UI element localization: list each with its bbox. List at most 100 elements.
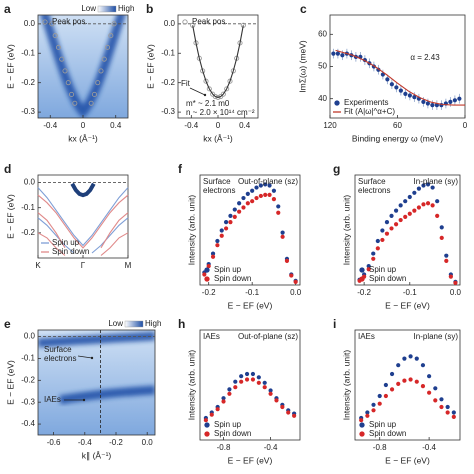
colorbar	[97, 5, 117, 13]
data-point	[420, 384, 426, 389]
data-point	[365, 410, 370, 415]
data-point	[239, 379, 244, 384]
series-line	[192, 25, 244, 98]
data-point	[284, 258, 290, 264]
data-point	[280, 234, 285, 239]
panel: e -0.6 -0.4 -0.2 0.0 -0.4 -0.3 -0.2 -0.1 0.0 k∥ (Å…	[4, 317, 161, 460]
annotation-arrow	[189, 87, 206, 96]
x-axis-label: E − EF (eV)	[228, 300, 273, 310]
data-point	[267, 192, 272, 198]
legend-swatch	[42, 19, 48, 25]
data-point	[445, 404, 450, 410]
data-point	[55, 44, 62, 50]
band-line	[70, 182, 96, 198]
data-point	[241, 205, 246, 210]
data-point	[108, 33, 114, 39]
data-point	[398, 88, 403, 93]
data-point	[394, 85, 399, 90]
data-point	[433, 386, 438, 391]
data-point	[375, 238, 380, 244]
data-point	[403, 91, 408, 96]
y-tick-label: 0.0	[24, 19, 36, 28]
panel-letter: g	[333, 162, 340, 176]
data-point	[389, 82, 394, 87]
colorbar-low: Low	[81, 4, 96, 13]
data-point	[250, 371, 256, 377]
legend-label: Peak pos.	[52, 17, 88, 26]
data-point	[439, 404, 444, 410]
data-point	[377, 401, 382, 406]
y-axis-label: Intensity (arb. unit)	[186, 350, 196, 421]
legend-swatch	[334, 100, 340, 106]
y-tick-label: -0.3	[21, 107, 35, 116]
data-point	[380, 228, 385, 233]
data-point	[403, 214, 408, 220]
data-point	[452, 98, 457, 103]
y-tick-label: 0.0	[24, 332, 36, 341]
data-point	[389, 387, 395, 392]
data-point	[425, 182, 431, 187]
data-point	[68, 91, 75, 98]
colorbar-high: High	[145, 319, 161, 328]
data-point	[384, 231, 390, 236]
x-tick-label: 60	[393, 121, 402, 130]
data-point	[209, 412, 214, 417]
data-point	[402, 356, 407, 361]
data-point	[262, 380, 267, 385]
data-point	[268, 388, 273, 393]
data-point	[227, 387, 232, 392]
legend-label: Spin up	[369, 265, 397, 274]
data-point	[293, 279, 298, 284]
legend-swatch	[204, 267, 210, 273]
data-point	[375, 246, 380, 251]
annotation: Fit	[181, 79, 191, 88]
data-point	[384, 220, 390, 225]
y-axis-label: ImΣ(ω) (meV)	[297, 40, 307, 93]
data-point	[398, 203, 403, 208]
data-point	[335, 51, 340, 56]
panel: b -0.4 0 0.4 -0.3 -0.2 -0.1 0.0 kx (Å⁻¹) E − EF (…	[145, 2, 259, 143]
data-point	[233, 385, 238, 390]
data-point	[403, 199, 408, 204]
data-point	[233, 379, 238, 384]
y-tick-label: -0.2	[21, 78, 35, 87]
plot-frame	[199, 174, 301, 286]
spectral-intensity	[40, 15, 126, 118]
data-point	[59, 56, 65, 62]
x-tick-label: M	[125, 261, 132, 270]
y-tick-label: -0.2	[21, 228, 35, 237]
data-point	[448, 99, 453, 105]
y-axis-label: Intensity (arb. unit)	[341, 350, 351, 421]
y-tick-label: 50	[318, 62, 327, 71]
data-point	[202, 272, 207, 277]
data-point	[280, 230, 285, 235]
data-point	[223, 226, 229, 231]
y-tick-label: -0.4	[21, 419, 35, 428]
data-point	[215, 94, 221, 100]
y-tick-label: -0.2	[21, 375, 35, 384]
data-point	[407, 194, 412, 200]
data-point	[412, 190, 417, 195]
data-point	[250, 188, 255, 193]
panel-letter: f	[178, 162, 183, 176]
arrow-head	[82, 398, 86, 402]
legend-label: Spin down	[369, 429, 406, 438]
legend-label: Spin down	[369, 274, 406, 283]
data-point	[389, 226, 394, 231]
data-point	[421, 202, 426, 207]
data-point	[254, 185, 259, 190]
data-point	[286, 410, 291, 415]
x-axis-label: kx (Å⁻¹)	[203, 133, 233, 143]
data-point	[371, 408, 376, 413]
panel: i -0.8 -0.4 E − EF (eV) Intensity (arb. unit…	[333, 317, 461, 465]
legend-swatch	[359, 422, 365, 428]
data-point	[219, 228, 224, 233]
data-point	[408, 354, 413, 359]
legend-label: Spin up	[369, 420, 397, 429]
data-point	[366, 264, 371, 269]
series-line	[37, 232, 129, 256]
annotation: m* ~ 2.1 m0	[186, 99, 230, 108]
data-point	[292, 413, 297, 418]
